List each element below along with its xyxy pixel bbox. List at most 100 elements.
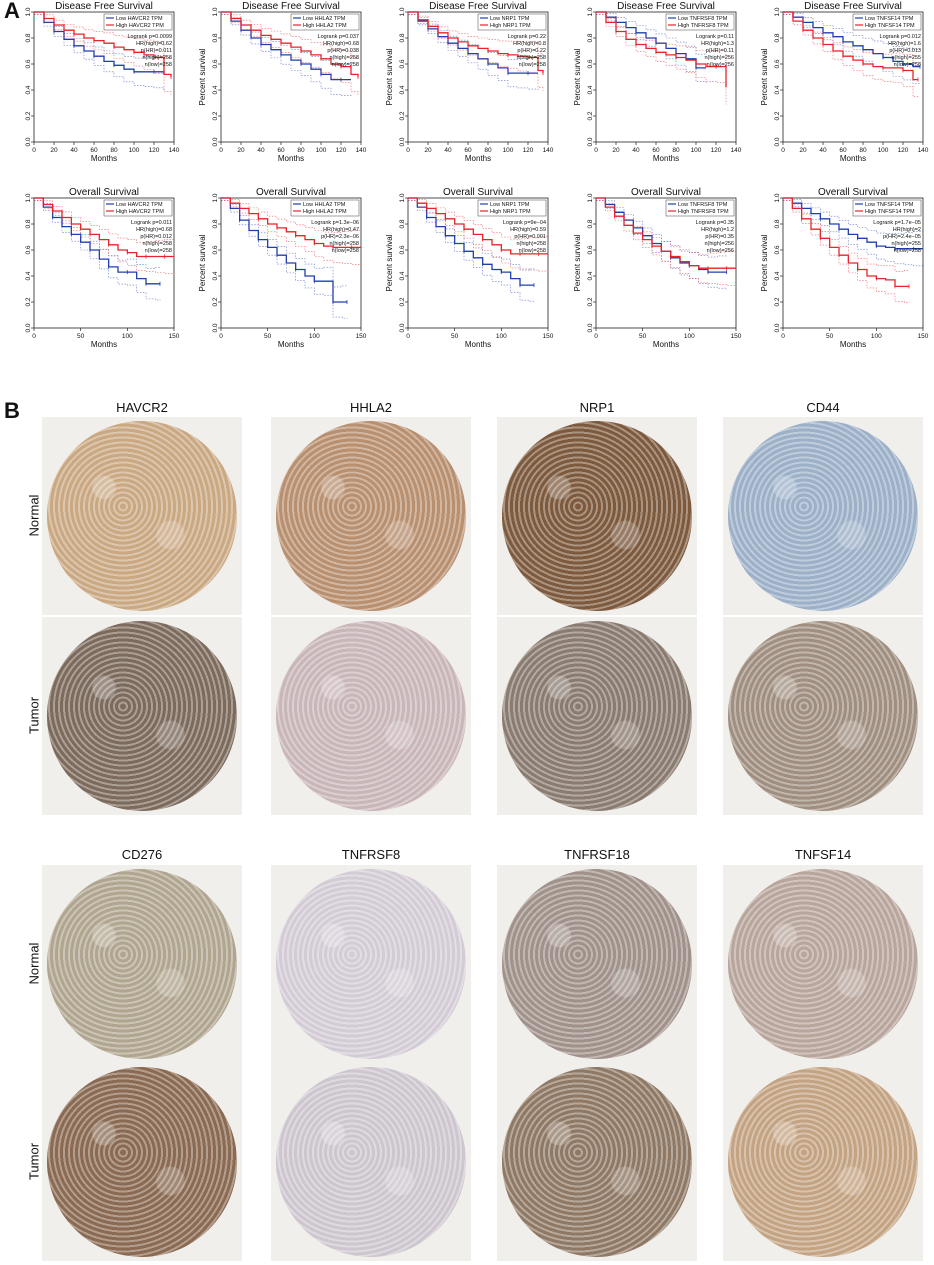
gene-label: NRP1 xyxy=(579,400,615,415)
y-tick-label: 0.0 xyxy=(25,137,32,146)
y-tick-label: 0.4 xyxy=(25,271,32,280)
legend-label: High NRP1 TPM xyxy=(490,23,531,29)
x-tick-label: 150 xyxy=(543,333,554,340)
gene-label: TNFRSF8 xyxy=(341,847,401,862)
stat-label: n(high)=255 xyxy=(891,55,921,61)
plot-frame xyxy=(782,11,924,143)
ihc-image-normal xyxy=(723,417,923,615)
y-axis-label: Percent survival xyxy=(198,234,207,291)
stat-label: p(HR)=0.35 xyxy=(705,234,734,240)
y-tick-label: 0.4 xyxy=(587,271,594,280)
row-label-tumor: Tumor xyxy=(26,696,42,735)
legend-label: Low TNFRSF8 TPM xyxy=(678,202,728,208)
x-tick-label: 50 xyxy=(264,333,272,340)
ihc-image-tumor xyxy=(497,1063,697,1261)
x-tick-label: 140 xyxy=(356,147,367,154)
legend-label: High NRP1 TPM xyxy=(490,209,531,215)
x-tick-label: 80 xyxy=(859,147,867,154)
y-tick-label: 0.2 xyxy=(774,111,781,120)
y-tick-label: 0.6 xyxy=(212,245,219,254)
x-axis-label: Months xyxy=(278,340,304,349)
y-tick-label: 0.6 xyxy=(774,245,781,254)
y-tick-label: 1.0 xyxy=(774,193,781,202)
stat-label: Logrank p=0.11 xyxy=(696,34,734,40)
x-axis-label: Months xyxy=(91,340,117,349)
y-axis-label: Percent survival xyxy=(198,48,207,105)
x-axis-label: Months xyxy=(653,340,679,349)
x-tick-label: 100 xyxy=(309,333,320,340)
legend-box xyxy=(665,199,735,217)
plot-title: Disease Free Survival xyxy=(55,1,153,12)
survival-line-low xyxy=(783,197,923,250)
km-plot-5: Disease Free Survival 0.0 0.2 0.4 0.6 0.8 1.0 0… xyxy=(760,1,929,163)
ci-upper-high xyxy=(221,197,362,233)
survival-line-high xyxy=(596,11,727,88)
legend-label: Low NRP1 TPM xyxy=(490,202,530,208)
km-plot-4: Disease Free Survival 0.0 0.2 0.4 0.6 0.8 1.0 0… xyxy=(573,1,742,163)
y-tick-label: 0.0 xyxy=(774,137,781,146)
survival-line-high xyxy=(596,197,736,269)
tissue-core xyxy=(276,1067,466,1257)
plot-frame xyxy=(33,197,175,329)
plot-frame xyxy=(220,11,362,143)
ci-upper-low xyxy=(408,11,539,60)
y-tick-label: 0.6 xyxy=(25,59,32,68)
stat-label: p(HR)=0.038 xyxy=(327,48,359,54)
x-tick-label: 20 xyxy=(237,147,245,154)
legend-box xyxy=(290,13,360,31)
stat-label: HR(high)=2 xyxy=(893,227,921,233)
y-tick-label: 0.4 xyxy=(774,85,781,94)
ihc-image-normal xyxy=(271,865,471,1063)
y-tick-label: 0.4 xyxy=(587,85,594,94)
y-tick-label: 1.0 xyxy=(587,7,594,16)
stat-label: n(high)=256 xyxy=(704,241,734,247)
stat-label: p(HR)=0.22 xyxy=(517,48,546,54)
legend-label: Low NRP1 TPM xyxy=(490,16,530,22)
legend-label: High TNFSF14 TPM xyxy=(865,23,915,29)
survival-line-high xyxy=(34,197,174,258)
ci-lower-low xyxy=(34,14,165,92)
stat-label: n(high)=258 xyxy=(142,55,172,61)
y-tick-label: 0.2 xyxy=(212,297,219,306)
ihc-image-tumor xyxy=(42,1063,242,1261)
x-axis-label: Months xyxy=(840,340,866,349)
x-tick-label: 60 xyxy=(464,147,472,154)
plot-title: Disease Free Survival xyxy=(429,1,527,12)
legend-label: High HAVCR2 TPM xyxy=(116,23,164,29)
stat-label: Logrank p=9e−04 xyxy=(503,220,546,226)
stat-label: n(high)=258 xyxy=(329,55,359,61)
stat-label: Logrank p=0.037 xyxy=(318,34,359,40)
stat-label: HR(high)=0.47 xyxy=(323,227,359,233)
ihc-image-normal xyxy=(497,417,697,615)
stat-label: p(HR)=0.11 xyxy=(706,48,734,54)
panel-letter-b: B xyxy=(4,398,20,423)
tissue-core xyxy=(47,1067,237,1257)
plot-frame xyxy=(595,197,737,329)
stat-label: p(HR)=0.013 xyxy=(889,48,921,54)
km-plot-10: Overall Survival 0.0 0.2 0.4 0.6 0.8 1.0 0 50 100… xyxy=(760,187,929,349)
stat-label: Logrank p=0.0099 xyxy=(128,34,173,40)
y-tick-label: 0.8 xyxy=(212,33,219,42)
stat-label: n(low)=258 xyxy=(145,62,172,68)
y-tick-label: 0.8 xyxy=(774,219,781,228)
y-tick-label: 0.6 xyxy=(399,245,406,254)
ci-upper-high xyxy=(596,197,737,255)
tissue-core xyxy=(47,621,237,811)
x-axis-label: Months xyxy=(91,154,117,163)
y-tick-label: 0.6 xyxy=(212,59,219,68)
y-axis-label: Percent survival xyxy=(573,48,582,105)
x-tick-label: 80 xyxy=(297,147,305,154)
y-tick-label: 0.6 xyxy=(774,59,781,68)
y-tick-label: 0.4 xyxy=(774,271,781,280)
ci-upper-low xyxy=(34,11,165,59)
stat-label: n(high)=258 xyxy=(329,241,359,247)
x-tick-label: 40 xyxy=(257,147,265,154)
stat-label: p(HR)=0.012 xyxy=(140,234,172,240)
x-tick-label: 120 xyxy=(336,147,347,154)
x-tick-label: 80 xyxy=(110,147,118,154)
x-tick-label: 0 xyxy=(594,147,598,154)
y-axis-label: Percent survival xyxy=(760,234,769,291)
y-tick-label: 1.0 xyxy=(399,7,406,16)
y-tick-label: 0.4 xyxy=(25,85,32,94)
y-tick-label: 1.0 xyxy=(399,193,406,202)
